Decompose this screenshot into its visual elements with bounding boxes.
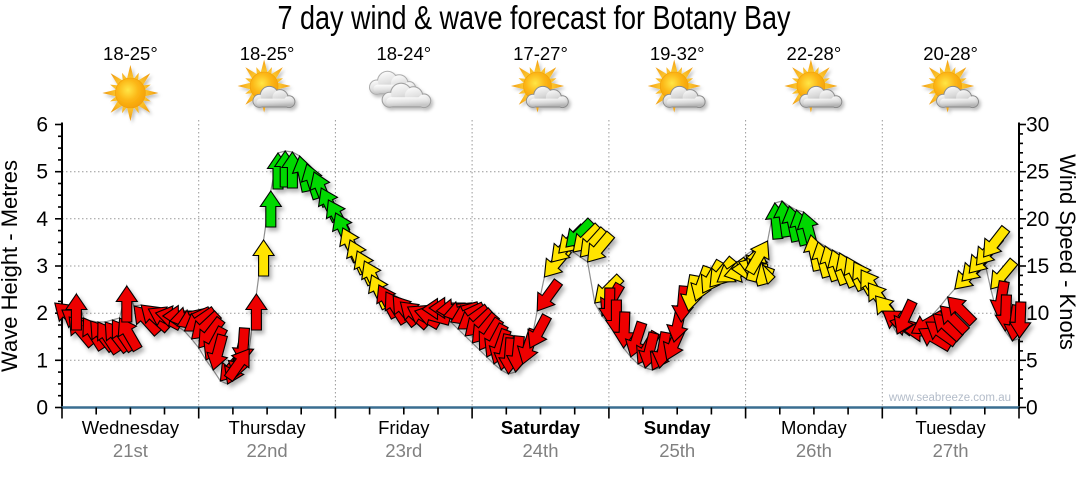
- svg-text:18-25°: 18-25°: [240, 43, 295, 64]
- svg-text:1: 1: [36, 349, 48, 372]
- svg-text:Wednesday: Wednesday: [82, 417, 180, 438]
- svg-text:26th: 26th: [796, 440, 832, 461]
- svg-text:18-25°: 18-25°: [103, 43, 158, 64]
- svg-text:25th: 25th: [659, 440, 695, 461]
- svg-text:22-28°: 22-28°: [787, 43, 842, 64]
- svg-text:Tuesday: Tuesday: [915, 417, 986, 438]
- svg-text:Wind Speed - Knots: Wind Speed - Knots: [1055, 154, 1080, 350]
- svg-text:20: 20: [1026, 208, 1049, 231]
- svg-text:30: 30: [1026, 114, 1049, 137]
- svg-text:www.seabreeze.com.au: www.seabreeze.com.au: [888, 392, 1011, 404]
- svg-text:25: 25: [1026, 161, 1049, 184]
- svg-text:21st: 21st: [113, 440, 148, 461]
- svg-text:Sunday: Sunday: [644, 417, 712, 438]
- svg-text:22nd: 22nd: [247, 440, 288, 461]
- svg-text:Thursday: Thursday: [229, 417, 307, 438]
- svg-text:Friday: Friday: [378, 417, 430, 438]
- svg-text:3: 3: [36, 255, 48, 278]
- svg-text:7 day wind & wave forecast for: 7 day wind & wave forecast for Botany Ba…: [278, 0, 791, 36]
- svg-text:15: 15: [1026, 255, 1049, 278]
- svg-text:2: 2: [36, 302, 48, 325]
- svg-text:Monday: Monday: [781, 417, 848, 438]
- svg-text:17-27°: 17-27°: [513, 43, 568, 64]
- svg-text:23rd: 23rd: [385, 440, 422, 461]
- svg-text:5: 5: [1026, 349, 1038, 372]
- svg-text:0: 0: [1026, 397, 1038, 420]
- svg-text:24th: 24th: [522, 440, 558, 461]
- svg-text:20-28°: 20-28°: [923, 43, 978, 64]
- svg-text:Saturday: Saturday: [501, 417, 581, 438]
- svg-text:10: 10: [1026, 302, 1049, 325]
- svg-text:27th: 27th: [933, 440, 969, 461]
- svg-text:6: 6: [36, 114, 48, 137]
- svg-text:19-32°: 19-32°: [650, 43, 705, 64]
- svg-text:0: 0: [36, 397, 48, 420]
- svg-text:Wave Height - Metres: Wave Height - Metres: [0, 160, 22, 372]
- svg-text:5: 5: [36, 161, 48, 184]
- svg-text:18-24°: 18-24°: [376, 43, 431, 64]
- svg-text:4: 4: [36, 208, 48, 231]
